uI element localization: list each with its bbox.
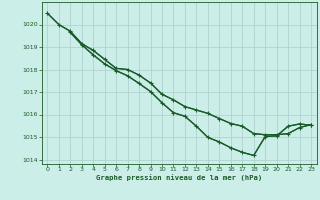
X-axis label: Graphe pression niveau de la mer (hPa): Graphe pression niveau de la mer (hPa) — [96, 174, 262, 181]
